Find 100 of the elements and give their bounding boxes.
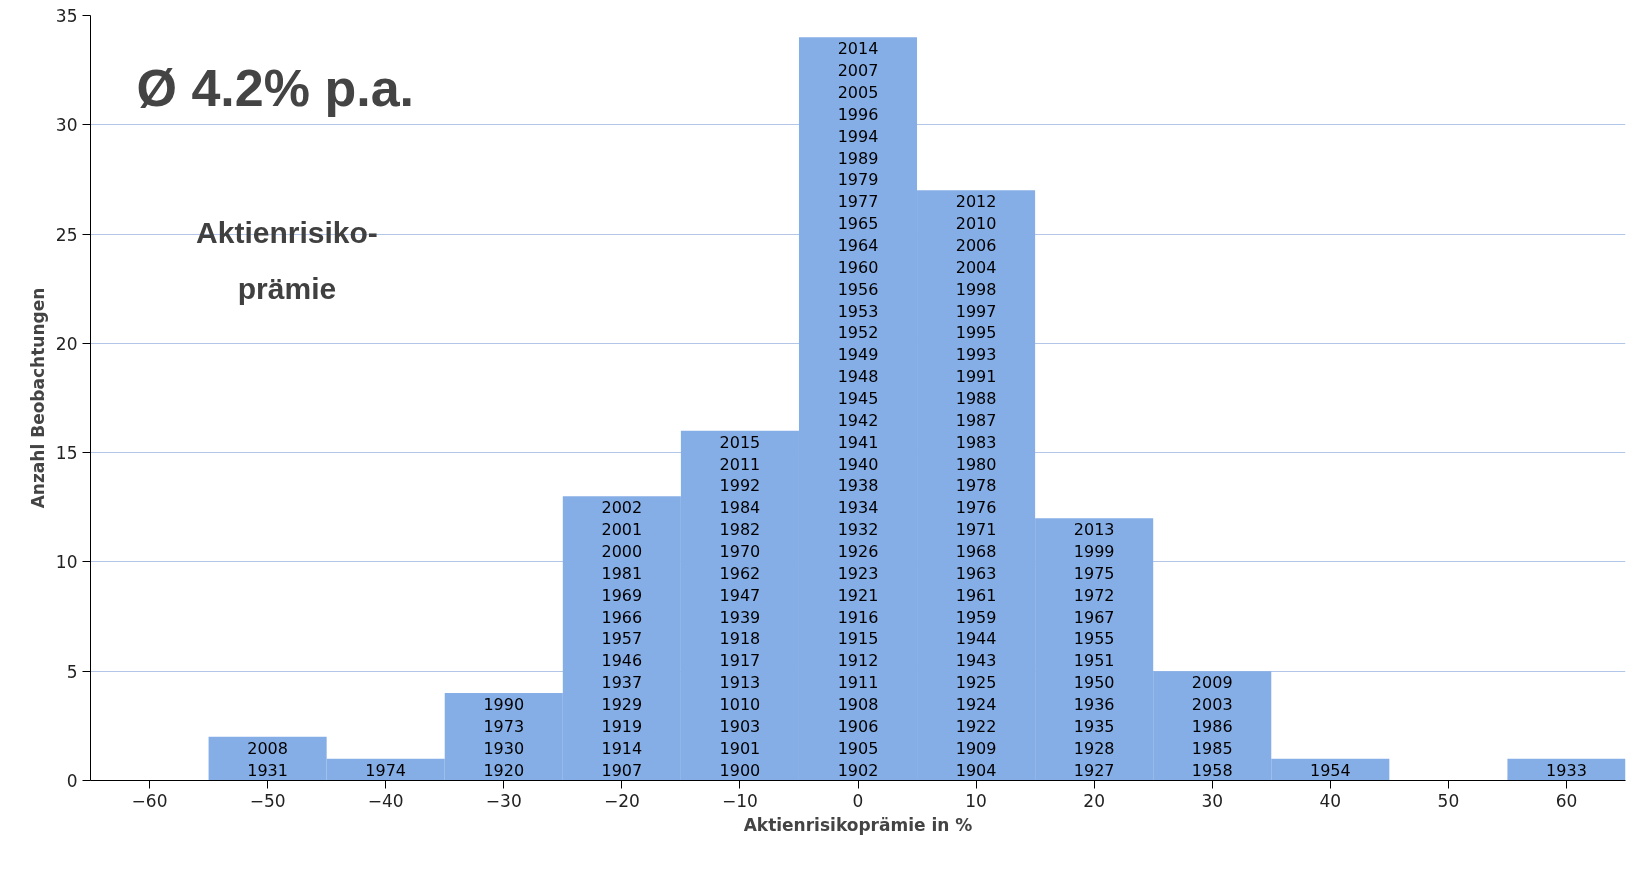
y-tick-label: 5 <box>66 661 78 682</box>
annotation: 1992 <box>719 476 761 496</box>
annotation: 1907 <box>601 760 643 780</box>
annotation: 1984 <box>719 498 761 518</box>
annotation: 1932 <box>837 520 879 540</box>
annotation: 1969 <box>601 585 643 605</box>
annotation: 1912 <box>837 651 879 671</box>
annotation: 1925 <box>955 673 997 693</box>
annotation: 1926 <box>837 542 879 561</box>
y-tick-label: 20 <box>55 333 78 354</box>
annotation: 1939 <box>719 607 761 627</box>
y-tick-label: 25 <box>55 224 78 245</box>
annotation: 1967 <box>1073 607 1115 627</box>
annotation: 1982 <box>719 520 761 540</box>
x-tick-label: 60 <box>1555 790 1578 811</box>
annotation: 1900 <box>719 760 761 780</box>
annotation: 1933 <box>1546 760 1587 780</box>
x-tick-label: −50 <box>249 790 286 811</box>
annotation: 1979 <box>837 170 879 190</box>
annotation: 1935 <box>1073 716 1115 736</box>
annotation: 1997 <box>955 301 997 321</box>
x-tick-label: 10 <box>965 790 987 811</box>
annotation: Ø 4.2% p.a. <box>136 59 414 118</box>
annotation: 1988 <box>955 389 997 408</box>
annotation: 1963 <box>955 563 997 583</box>
annotation: 1964 <box>837 236 879 255</box>
annotation: 1996 <box>837 104 879 124</box>
x-tick-label: −30 <box>485 790 522 811</box>
annotation: 1981 <box>601 563 643 583</box>
annotation: 1010 <box>719 695 761 714</box>
annotation: Aktienrisiko- prämie <box>196 215 378 305</box>
annotation: 1909 <box>955 738 997 758</box>
annotation: 1999 <box>1073 542 1115 561</box>
annotation: 1978 <box>955 476 997 496</box>
annotation: 2010 <box>955 214 997 234</box>
annotation: 1937 <box>601 673 643 693</box>
annotation: 1917 <box>719 651 761 671</box>
annotation: 1914 <box>601 738 643 758</box>
annotation: 1921 <box>837 585 879 605</box>
annotation: 1944 <box>955 629 997 649</box>
x-axis-title: Aktienrisikoprämie in % <box>743 814 973 835</box>
y-tick-label: 35 <box>55 6 78 26</box>
annotation: 1968 <box>955 542 997 561</box>
annotation: 2008 <box>247 738 288 758</box>
annotation: 1970 <box>719 542 761 561</box>
annotation: 1955 <box>1073 629 1115 649</box>
x-tick-label: 50 <box>1437 790 1460 811</box>
annotation: 1983 <box>955 432 997 452</box>
annotation: 1974 <box>365 760 407 780</box>
annotation: 1973 <box>483 716 525 736</box>
annotation: 1985 <box>1191 738 1233 758</box>
annotation: 1915 <box>837 629 879 649</box>
annotation: 1916 <box>837 607 879 627</box>
annotation: 2009 <box>1191 673 1233 693</box>
annotation: 1986 <box>1191 716 1233 736</box>
annotation: 1946 <box>601 651 643 671</box>
annotation: 1954 <box>1309 760 1351 780</box>
annotation: 1931 <box>247 760 288 780</box>
x-tick-label: −60 <box>131 790 168 811</box>
annotation: 1953 <box>837 301 879 321</box>
annotation: 1995 <box>955 323 997 343</box>
annotation: 1936 <box>1073 695 1115 714</box>
annotation: 2007 <box>837 61 879 81</box>
y-axis-title: Anzahl Beobachtungen <box>27 287 48 509</box>
annotation: 1920 <box>483 760 525 780</box>
annotation: 2004 <box>955 257 997 277</box>
annotation: 1966 <box>601 607 643 627</box>
annotation: 1998 <box>955 279 997 299</box>
annotation: 1951 <box>1073 651 1115 671</box>
annotation: 1918 <box>719 629 761 649</box>
annotation: 1902 <box>837 760 879 780</box>
x-tick-label: 20 <box>1083 790 1105 811</box>
annotation: 1952 <box>837 323 879 343</box>
x-tick-label: −40 <box>367 790 404 811</box>
annotation: 1956 <box>837 279 879 299</box>
y-tick-label: 15 <box>55 443 78 464</box>
x-tick-label: 0 <box>852 790 864 811</box>
annotation: 1913 <box>719 673 761 693</box>
annotation: 1993 <box>955 345 997 365</box>
annotation: 1923 <box>837 563 879 583</box>
annotation: 1901 <box>719 738 761 758</box>
annotation: 1942 <box>837 410 879 430</box>
annotation: 1960 <box>837 257 879 277</box>
annotation: 1958 <box>1191 760 1233 780</box>
annotation: 1980 <box>955 454 997 474</box>
annotation: 1959 <box>955 607 997 627</box>
annotation: 1919 <box>601 716 643 736</box>
annotation: 1903 <box>719 716 761 736</box>
annotation: 1906 <box>837 716 879 736</box>
annotation: 2014 <box>837 39 879 59</box>
annotation: 1911 <box>837 673 879 693</box>
annotation: 1961 <box>955 585 997 605</box>
x-tick-label: 40 <box>1319 790 1342 811</box>
annotation: 1943 <box>955 651 997 671</box>
annotation: 1941 <box>837 432 879 452</box>
annotation: 1965 <box>837 214 879 234</box>
annotation: 2012 <box>955 192 997 212</box>
annotation: 1927 <box>1073 760 1115 780</box>
annotation: 1972 <box>1073 585 1115 605</box>
x-tick-label: 30 <box>1201 790 1224 811</box>
